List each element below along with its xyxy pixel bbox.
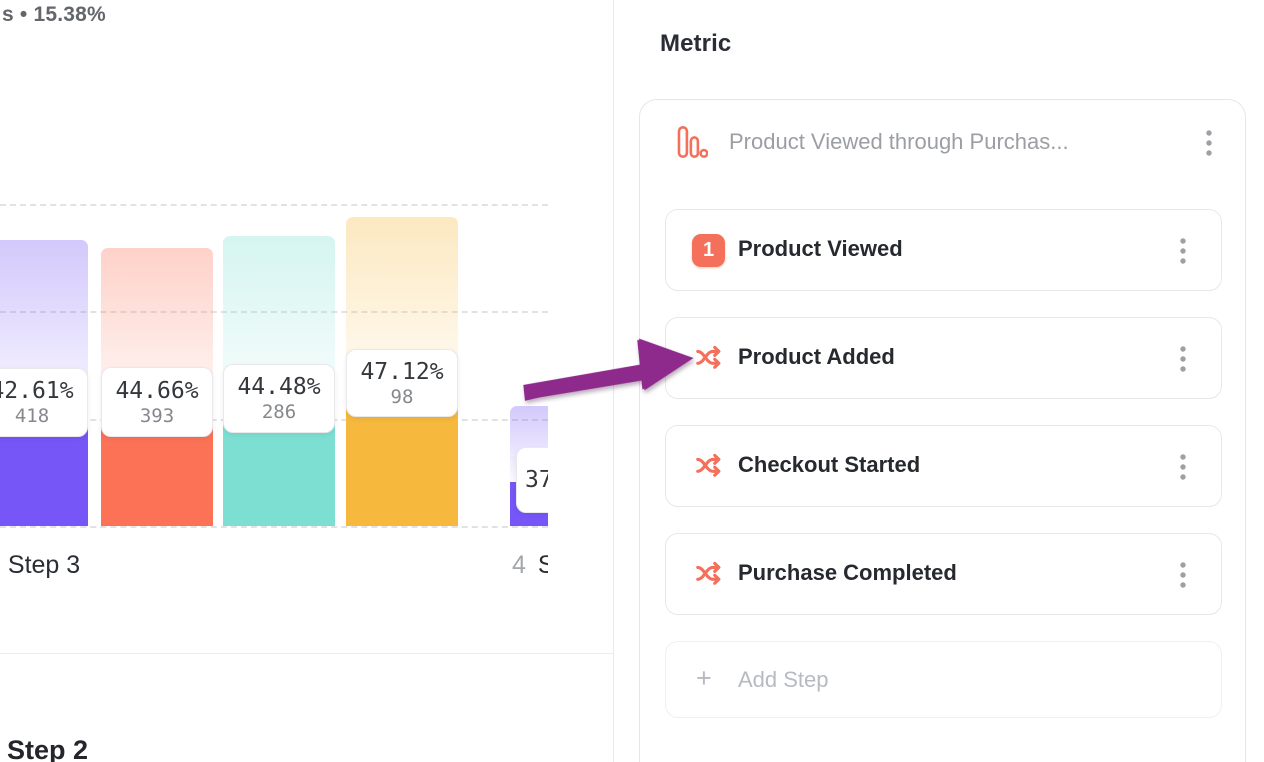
funnel-chart-viewport: 42.61%41844.66%39344.48%28647.12%983Step… xyxy=(0,0,548,660)
conversion-percent: 44.48% xyxy=(237,374,321,400)
step-number: 4 xyxy=(512,551,526,579)
shuffle-icon[interactable] xyxy=(692,450,726,485)
conversion-count: 418 xyxy=(14,405,50,427)
kebab-menu-icon[interactable] xyxy=(1179,345,1187,380)
funnel-chart-panel: s • 15.38% 42.61%41844.66%39344.48%28647… xyxy=(0,0,613,762)
conversion-percent: 37 xyxy=(525,467,548,493)
funnel-step-row[interactable]: 1 Product Viewed xyxy=(665,209,1222,291)
conversion-count: 393 xyxy=(139,404,175,427)
conversion-percent: 42.61% xyxy=(0,378,74,404)
step-event-label: Product Added xyxy=(738,344,895,369)
chart-gridline xyxy=(0,204,548,206)
plus-icon: + xyxy=(696,663,712,693)
section-step2-title: Step 2 xyxy=(7,735,89,762)
funnel-step-row[interactable]: Checkout Started xyxy=(665,425,1222,507)
conversion-tooltip: 44.48% 286 xyxy=(223,364,335,433)
chart-summary-text: s • 15.38% xyxy=(2,3,106,26)
step-number-badge: 1 xyxy=(692,234,725,267)
metric-panel: Metric Product Viewed through Purchas...… xyxy=(614,0,1264,762)
funnel-bar-converted-segment[interactable] xyxy=(223,422,335,526)
kebab-menu-icon[interactable] xyxy=(1205,129,1213,164)
chart-gridline xyxy=(0,311,548,313)
funnel-chart-icon xyxy=(676,125,709,164)
add-step-button[interactable]: + Add Step xyxy=(665,641,1222,718)
step-number-badge-value: 1 xyxy=(692,234,725,267)
metric-title: Product Viewed through Purchas... xyxy=(729,129,1069,154)
add-step-label: Add Step xyxy=(738,667,829,692)
chart-gridline xyxy=(0,526,548,528)
conversion-tooltip: 37 xyxy=(516,447,548,513)
metric-card-header[interactable]: Product Viewed through Purchas... xyxy=(640,118,1245,170)
funnel-bar-converted-segment[interactable] xyxy=(101,425,213,526)
conversion-count: 286 xyxy=(261,401,297,423)
step-axis-label: 3Step 3 xyxy=(0,551,80,580)
kebab-menu-icon[interactable] xyxy=(1179,453,1187,488)
funnel-step-row[interactable]: Purchase Completed xyxy=(665,533,1222,615)
step-axis-label: 4 Step 4 xyxy=(512,551,548,580)
kebab-menu-icon[interactable] xyxy=(1179,237,1187,272)
shuffle-icon[interactable] xyxy=(692,558,726,593)
step-event-label: Purchase Completed xyxy=(738,560,957,585)
kebab-menu-icon[interactable] xyxy=(1179,561,1187,596)
funnel-step-row[interactable]: Product Added xyxy=(665,317,1222,399)
conversion-tooltip: 47.12% 98 xyxy=(346,349,458,417)
conversion-percent: 47.12% xyxy=(360,358,444,385)
conversion-tooltip: 44.66% 393 xyxy=(101,367,213,437)
metric-panel-title: Metric xyxy=(660,30,732,57)
funnel-bar-converted-segment[interactable] xyxy=(0,425,88,526)
conversion-percent: 44.66% xyxy=(115,377,199,404)
step-label: Step 4 xyxy=(537,551,548,579)
conversion-tooltip: 42.61%418 xyxy=(0,368,88,437)
step-event-label: Checkout Started xyxy=(738,452,921,477)
step-label: Step 3 xyxy=(7,551,81,579)
metric-card: Product Viewed through Purchas... 1 Produ… xyxy=(639,99,1246,762)
step-event-label: Product Viewed xyxy=(738,236,903,261)
conversion-count: 98 xyxy=(390,385,414,408)
shuffle-icon[interactable] xyxy=(692,342,726,377)
section-divider xyxy=(0,653,613,654)
funnel-bar-converted-segment[interactable] xyxy=(346,407,458,526)
